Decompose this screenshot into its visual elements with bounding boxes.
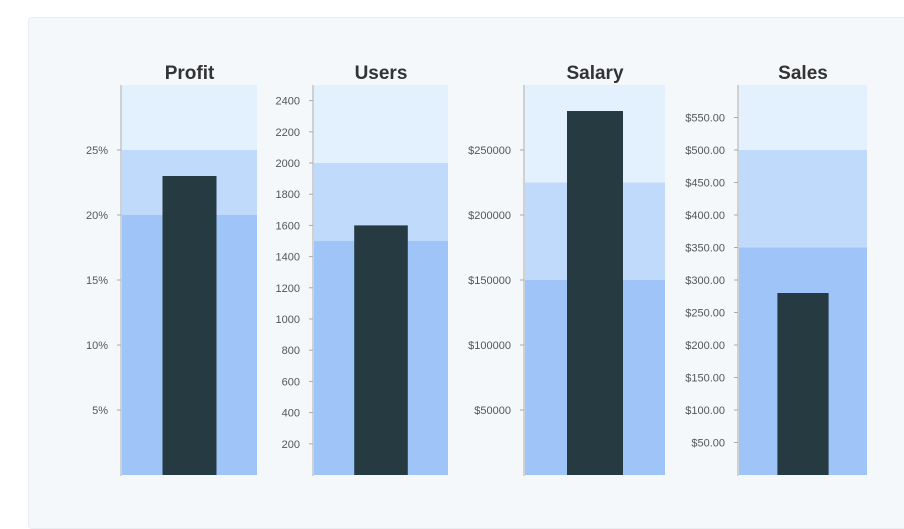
bullet-chart-salary: $50000 $100000 $150000 $200000 $250000 Salary: [468, 63, 665, 476]
y-tick-label: 1400: [276, 252, 300, 264]
y-tick-label: $200000: [468, 210, 511, 222]
y-tick-label: $50000: [474, 405, 511, 417]
measure-bar: [567, 111, 623, 475]
y-tick-label: 2000: [276, 158, 300, 170]
y-tick-label: $500.00: [685, 145, 725, 157]
bullet-charts-svg: 5% 10% 15% 20% 25% Profit 200 400 600 800 1000 1200…: [86, 63, 867, 476]
bullet-chart-sales: $50.00 $100.00 $150.00 $200.00 $250.00 $300.0…: [685, 63, 867, 476]
y-tick-label: 25%: [86, 145, 108, 157]
y-tick-label: 400: [282, 408, 300, 420]
measure-bar: [162, 176, 217, 475]
y-tick-label: 1800: [276, 189, 300, 201]
chart-title: Users: [355, 63, 408, 84]
y-tick-label: 1200: [276, 283, 300, 295]
bullet-chart-profit: 5% 10% 15% 20% 25% Profit: [86, 63, 257, 476]
measure-bar: [777, 293, 829, 475]
chart-title: Salary: [566, 63, 623, 84]
y-tick-label: 1000: [276, 314, 300, 326]
y-tick-label: 5%: [92, 405, 108, 417]
y-tick-label: $200.00: [685, 340, 725, 352]
y-tick-label: $400.00: [685, 210, 725, 222]
chart-title: Sales: [778, 63, 828, 84]
y-tick-label: $150.00: [685, 373, 725, 385]
y-tick-label: 10%: [86, 340, 108, 352]
y-tick-label: 800: [282, 345, 300, 357]
y-tick-label: 1600: [276, 220, 300, 232]
y-tick-label: $250.00: [685, 308, 725, 320]
y-tick-label: 600: [282, 376, 300, 388]
y-tick-label: 2400: [276, 96, 300, 108]
y-tick-label: $350.00: [685, 243, 725, 255]
y-tick-label: $100000: [468, 340, 511, 352]
y-tick-label: $150000: [468, 275, 511, 287]
y-tick-label: 200: [282, 439, 300, 451]
y-tick-label: 2200: [276, 127, 300, 139]
y-tick-label: $550.00: [685, 113, 725, 125]
y-tick-label: $300.00: [685, 275, 725, 287]
y-tick-label: 20%: [86, 210, 108, 222]
measure-bar: [354, 225, 408, 475]
y-tick-label: 15%: [86, 275, 108, 287]
y-tick-label: $100.00: [685, 405, 725, 417]
y-tick-label: $450.00: [685, 178, 725, 190]
bullet-chart-users: 200 400 600 800 1000 1200 1400 1600 1800 2000 2200…: [276, 63, 448, 476]
y-tick-label: $50.00: [691, 438, 725, 450]
y-tick-label: $250000: [468, 145, 511, 157]
chart-title: Profit: [165, 63, 215, 84]
